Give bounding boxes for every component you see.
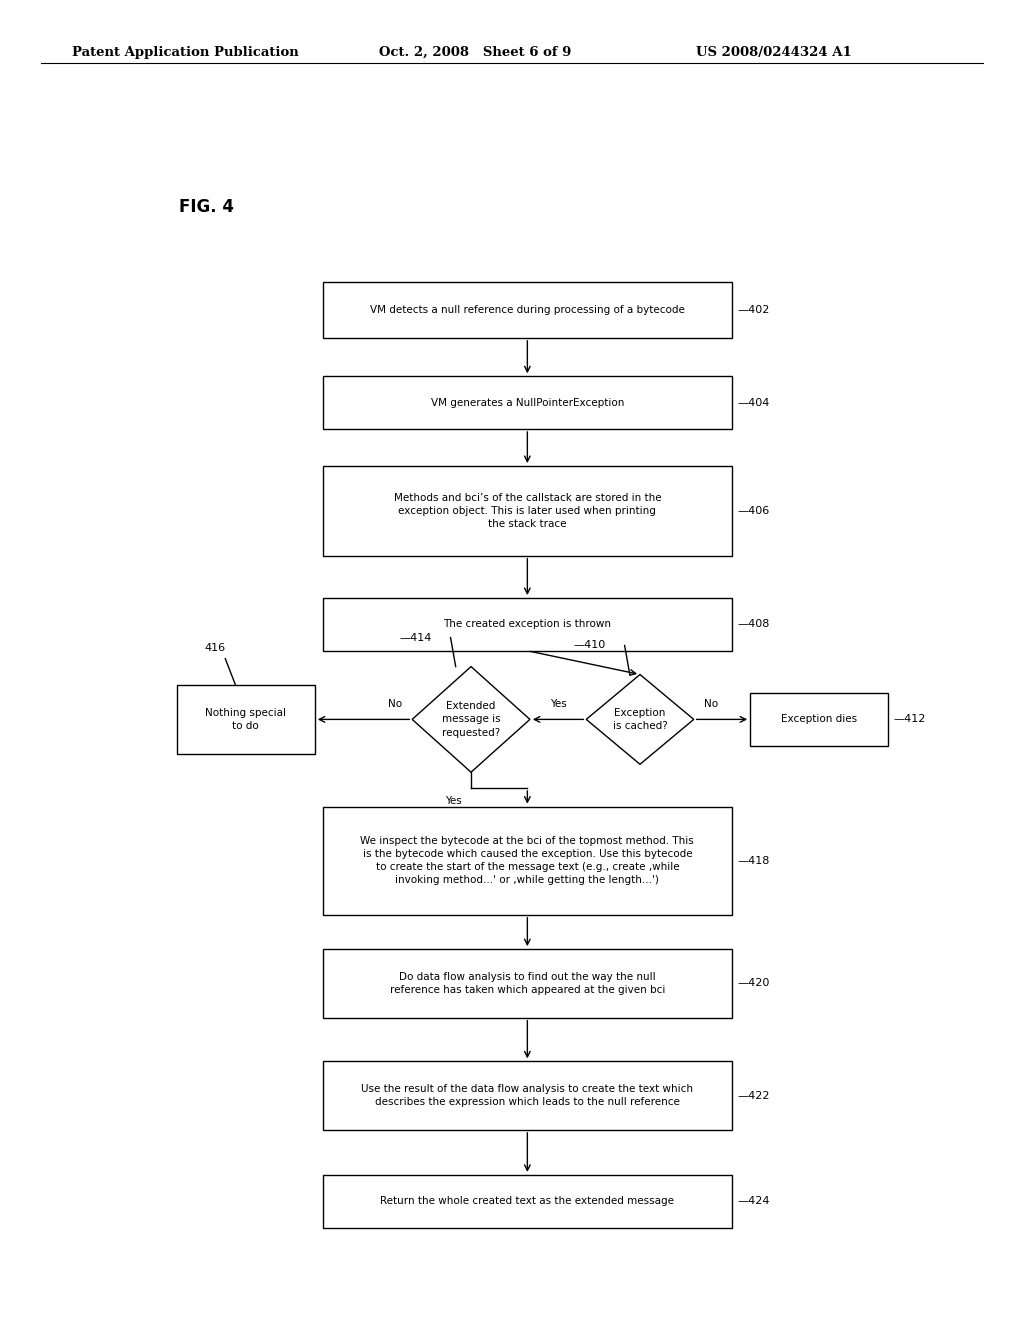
Text: VM generates a NullPointerException: VM generates a NullPointerException — [431, 397, 624, 408]
Text: —402: —402 — [737, 305, 770, 315]
Text: Yes: Yes — [550, 698, 566, 709]
Text: Extended
message is
requested?: Extended message is requested? — [441, 701, 501, 738]
FancyBboxPatch shape — [323, 949, 732, 1018]
FancyBboxPatch shape — [176, 685, 315, 754]
FancyBboxPatch shape — [750, 693, 889, 746]
Text: The created exception is thrown: The created exception is thrown — [443, 619, 611, 630]
Text: Oct. 2, 2008   Sheet 6 of 9: Oct. 2, 2008 Sheet 6 of 9 — [379, 46, 571, 59]
Text: Use the result of the data flow analysis to create the text which
describes the : Use the result of the data flow analysis… — [361, 1084, 693, 1107]
Text: FIG. 4: FIG. 4 — [179, 198, 234, 216]
Text: —418: —418 — [737, 855, 770, 866]
Text: —408: —408 — [737, 619, 770, 630]
Polygon shape — [586, 675, 694, 764]
Text: Return the whole created text as the extended message: Return the whole created text as the ext… — [380, 1196, 675, 1206]
Text: Do data flow analysis to find out the way the null
reference has taken which app: Do data flow analysis to find out the wa… — [390, 972, 665, 995]
Text: Methods and bci’s of the callstack are stored in the
exception object. This is l: Methods and bci’s of the callstack are s… — [393, 492, 662, 529]
Text: Patent Application Publication: Patent Application Publication — [72, 46, 298, 59]
FancyBboxPatch shape — [323, 1061, 732, 1130]
Text: US 2008/0244324 A1: US 2008/0244324 A1 — [696, 46, 852, 59]
FancyBboxPatch shape — [323, 466, 732, 556]
FancyBboxPatch shape — [323, 1175, 732, 1228]
Text: —422: —422 — [737, 1090, 770, 1101]
Text: No: No — [705, 698, 718, 709]
Text: —412: —412 — [893, 714, 926, 725]
FancyBboxPatch shape — [323, 807, 732, 915]
Text: VM detects a null reference during processing of a bytecode: VM detects a null reference during proce… — [370, 305, 685, 315]
FancyBboxPatch shape — [323, 282, 732, 338]
Text: No: No — [388, 698, 401, 709]
Text: —424: —424 — [737, 1196, 770, 1206]
Text: —406: —406 — [737, 506, 769, 516]
Text: We inspect the bytecode at the bci of the topmost method. This
is the bytecode w: We inspect the bytecode at the bci of th… — [360, 836, 694, 886]
Text: 416: 416 — [205, 643, 225, 653]
Text: —414: —414 — [399, 632, 432, 643]
FancyBboxPatch shape — [323, 598, 732, 651]
Text: —420: —420 — [737, 978, 770, 989]
Text: Exception
is cached?: Exception is cached? — [612, 708, 668, 731]
Text: Nothing special
to do: Nothing special to do — [205, 708, 287, 731]
Text: Yes: Yes — [445, 796, 462, 807]
Text: Exception dies: Exception dies — [781, 714, 857, 725]
Text: —410: —410 — [573, 640, 605, 651]
Text: —404: —404 — [737, 397, 770, 408]
Polygon shape — [412, 667, 530, 772]
FancyBboxPatch shape — [323, 376, 732, 429]
